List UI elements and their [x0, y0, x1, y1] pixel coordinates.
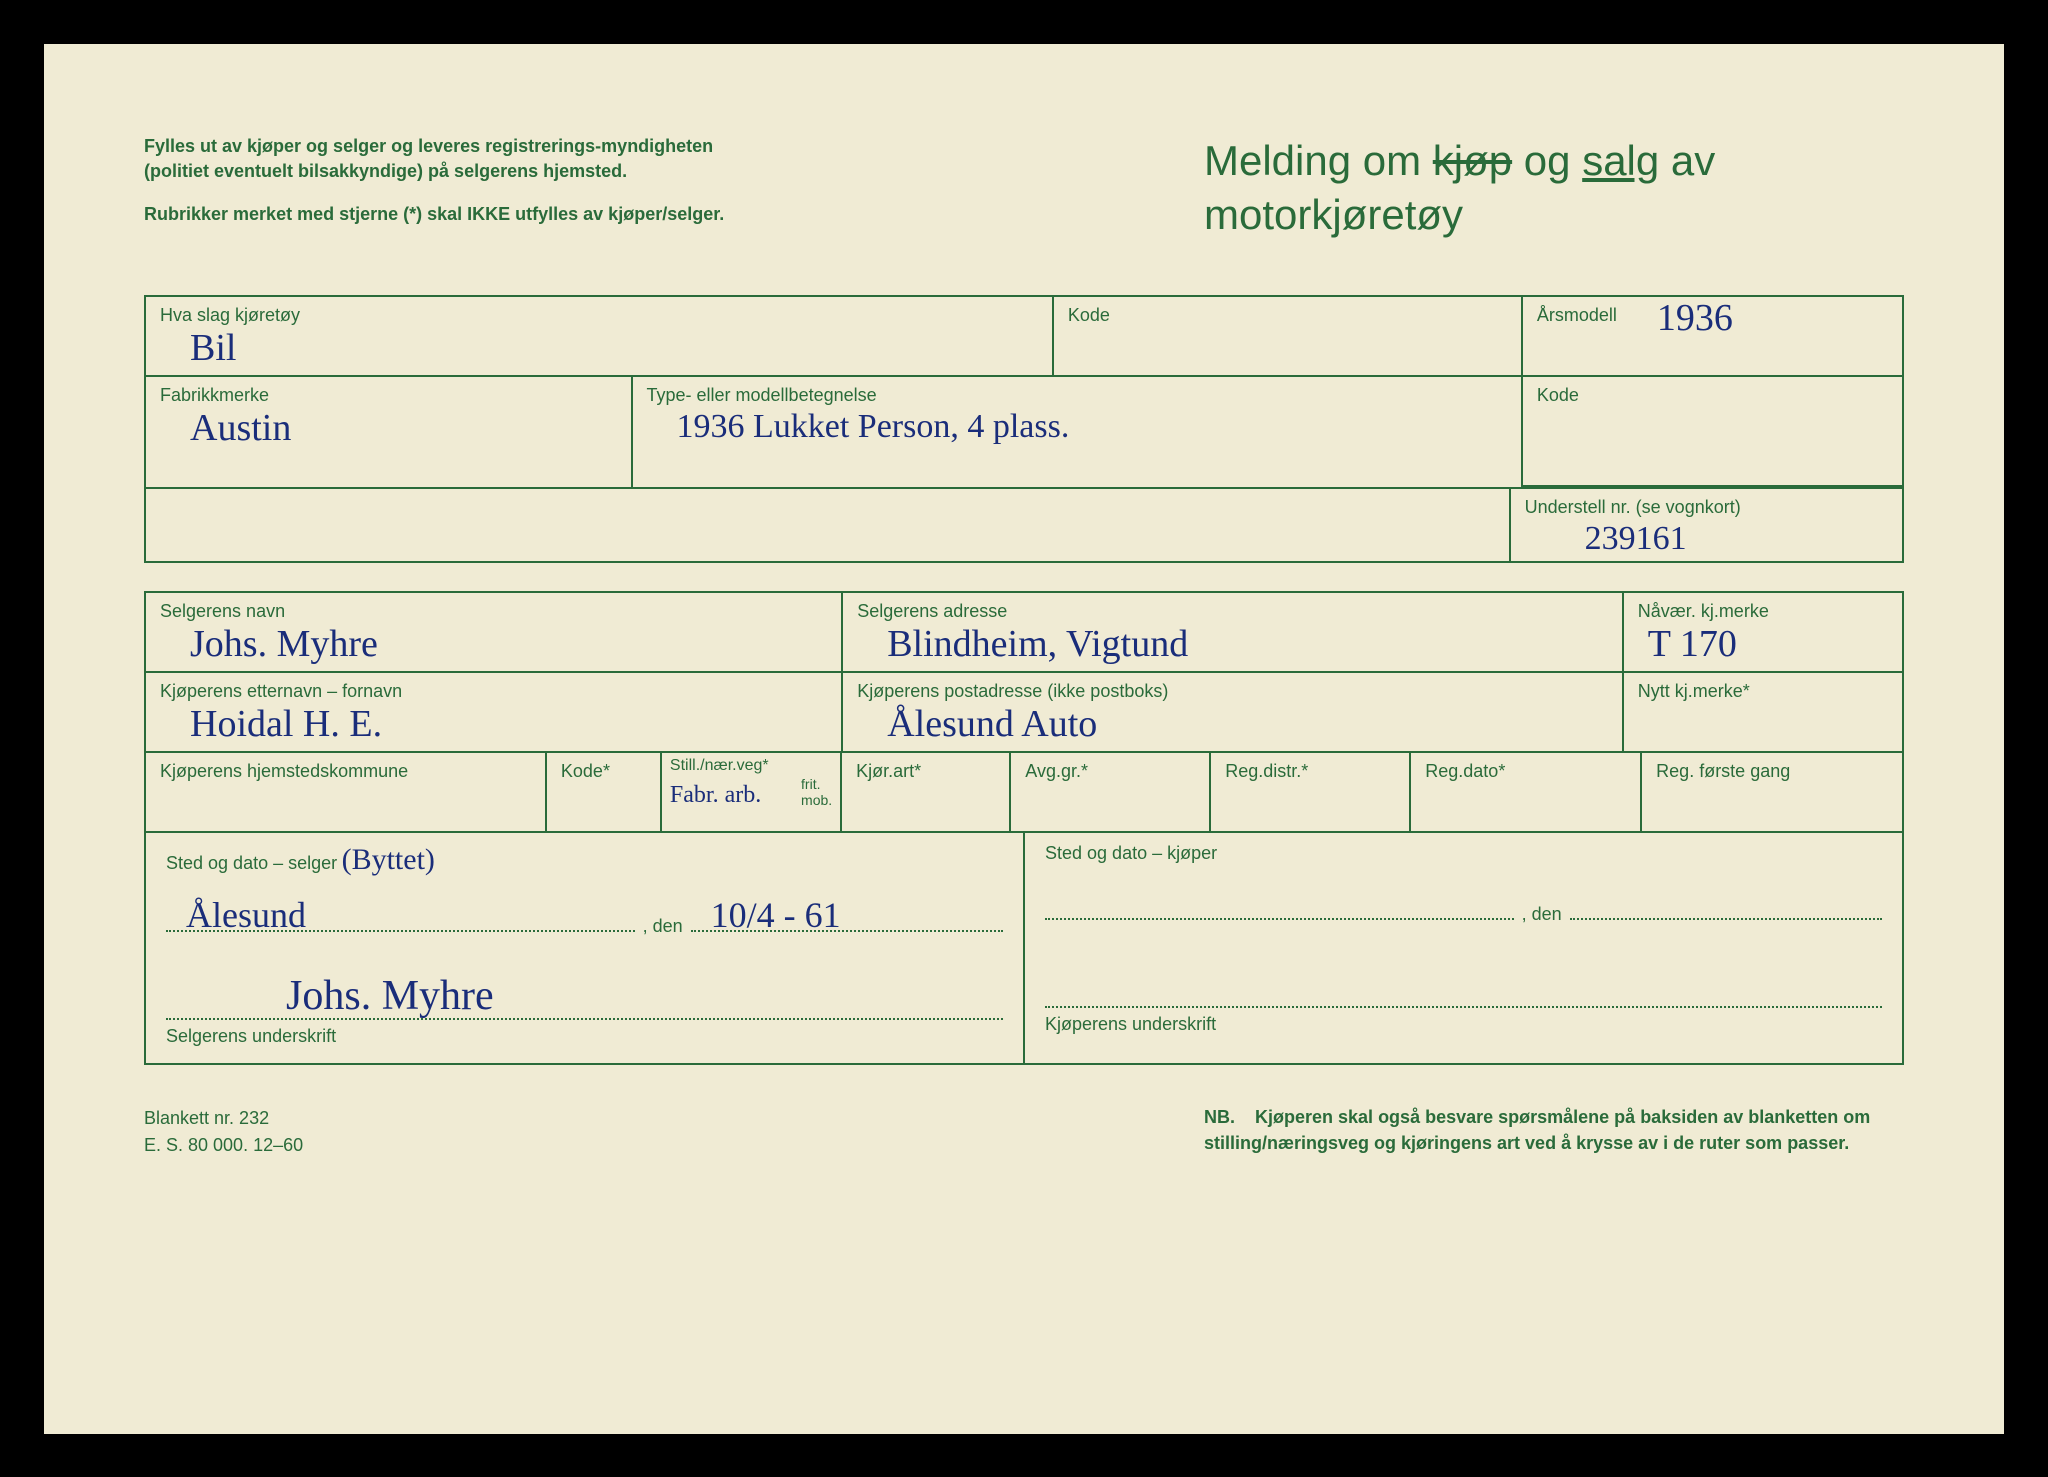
label-sted-selger: Sted og dato – selger: [166, 853, 337, 873]
title-part2: og: [1512, 137, 1582, 184]
label-kode3: Kode*: [561, 761, 646, 782]
nb-label: NB.: [1204, 1107, 1235, 1127]
field-hva-slag: Hva slag kjøretøy Bil: [146, 297, 1054, 375]
field-selger-navn: Selgerens navn Johs. Myhre: [146, 593, 843, 671]
section-parties: Selgerens navn Johs. Myhre Selgerens adr…: [144, 591, 1904, 1065]
line-dato-kjoper: [1570, 892, 1882, 920]
field-reg-dato: Reg.dato*: [1411, 753, 1642, 831]
nb-text: Kjøperen skal også besvare spørsmålene p…: [1204, 1107, 1870, 1152]
title-part1: Melding om: [1204, 137, 1433, 184]
line-sted-kjoper: [1045, 892, 1514, 920]
title-underline: salg: [1582, 137, 1659, 184]
field-reg-distr: Reg.distr.*: [1211, 753, 1411, 831]
label-kjor-art: Kjør.art*: [856, 761, 995, 782]
label-underskrift-selger: Selgerens underskrift: [166, 1026, 1003, 1047]
value-navar-merke: T 170: [1638, 624, 1888, 666]
label-kode2: Kode: [1537, 385, 1888, 406]
value-selger-adresse: Blindheim, Vigtund: [857, 624, 1608, 666]
label-type-modell: Type- eller modellbetegnelse: [647, 385, 1507, 406]
label-hva-slag: Hva slag kjøretøy: [160, 305, 1038, 326]
label-den-kjoper: , den: [1514, 904, 1570, 925]
sig-selger-block: Sted og dato – selger (Byttet) Ålesund ,…: [146, 833, 1025, 1063]
field-kode1: Kode: [1054, 297, 1523, 375]
instruction-p2: Rubrikker merket med stjerne (*) skal IK…: [144, 202, 764, 227]
line-underskrift-selger: Johs. Myhre: [166, 992, 1003, 1020]
label-selger-navn: Selgerens navn: [160, 601, 827, 622]
label-selger-adresse: Selgerens adresse: [857, 601, 1608, 622]
value-type-modell: 1936 Lukket Person, 4 plass.: [647, 408, 1507, 445]
value-kjoper-post: Ålesund Auto: [857, 704, 1608, 746]
field-fabrikkmerke: Fabrikkmerke Austin: [146, 377, 633, 487]
footer-right: NB. Kjøperen skal også besvare spørsmåle…: [1204, 1105, 1904, 1159]
field-hjemsted: Kjøperens hjemstedskommune: [146, 753, 547, 831]
field-reg-forste: Reg. første gang: [1642, 753, 1902, 831]
es-code: E. S. 80 000. 12–60: [144, 1132, 303, 1159]
blankett-nr: Blankett nr. 232: [144, 1105, 303, 1132]
section-vehicle: Hva slag kjøretøy Bil Kode Årsmodell 193…: [144, 295, 1904, 563]
field-nytt-merke: Nytt kj.merke*: [1624, 673, 1902, 751]
field-kjor-art: Kjør.art*: [842, 753, 1011, 831]
label-hjemsted: Kjøperens hjemstedskommune: [160, 761, 531, 782]
label-avg-gr: Avg.gr.*: [1025, 761, 1195, 782]
value-kjoper-navn: Hoidal H. E.: [160, 704, 827, 746]
instruction-p1: Fylles ut av kjøper og selger og leveres…: [144, 134, 764, 184]
line-underskrift-kjoper: [1045, 980, 1882, 1008]
label-kode1: Kode: [1068, 305, 1507, 326]
field-understell: Understell nr. (se vognkort) 239161: [1509, 489, 1902, 561]
value-understell: 239161: [1525, 520, 1888, 557]
field-kjoper-post: Kjøperens postadresse (ikke postboks) Ål…: [843, 673, 1624, 751]
label-navar-merke: Nåvær. kj.merke: [1638, 601, 1888, 622]
label-sted-kjoper: Sted og dato – kjøper: [1045, 843, 1882, 864]
label-kjoper-post: Kjøperens postadresse (ikke postboks): [857, 681, 1608, 702]
still-veg-sublabels: frit. mob.: [801, 777, 832, 808]
instructions: Fylles ut av kjøper og selger og leveres…: [144, 134, 764, 246]
form-document: Fylles ut av kjøper og selger og leveres…: [44, 44, 2004, 1434]
label-kjoper-navn: Kjøperens etternavn – fornavn: [160, 681, 827, 702]
header: Fylles ut av kjøper og selger og leveres…: [144, 134, 1904, 246]
label-fabrikkmerke: Fabrikkmerke: [160, 385, 617, 406]
field-avg-gr: Avg.gr.*: [1011, 753, 1211, 831]
field-kode2: Kode: [1523, 377, 1902, 487]
field-kjoper-navn: Kjøperens etternavn – fornavn Hoidal H. …: [146, 673, 843, 751]
value-underskrift-selger: Johs. Myhre: [286, 972, 494, 1020]
value-sted-selger: Ålesund: [186, 894, 306, 936]
field-kode3: Kode*: [547, 753, 662, 831]
label-reg-distr: Reg.distr.*: [1225, 761, 1395, 782]
sig-kjoper-block: Sted og dato – kjøper , den Kjøperens un…: [1025, 833, 1902, 1063]
label-underskrift-kjoper: Kjøperens underskrift: [1045, 1014, 1882, 1035]
field-selger-adresse: Selgerens adresse Blindheim, Vigtund: [843, 593, 1624, 671]
label-reg-dato: Reg.dato*: [1425, 761, 1626, 782]
label-den-selger: , den: [635, 916, 691, 937]
line-dato-selger: 10/4 - 61: [691, 904, 1003, 932]
value-dato-selger: 10/4 - 61: [711, 894, 841, 936]
value-still-veg: Fabr. arb.: [670, 782, 761, 808]
form-title: Melding om kjøp og salg av motorkjøretøy: [1204, 134, 1904, 246]
field-arsmodell: Årsmodell 1936: [1523, 297, 1902, 375]
label-understell: Understell nr. (se vognkort): [1525, 497, 1888, 518]
value-hva-slag: Bil: [160, 328, 1038, 370]
field-still-veg: Still./nær.veg* Fabr. arb. frit. mob.: [662, 753, 842, 831]
line-sted-selger: Ålesund: [166, 904, 635, 932]
value-fabrikkmerke: Austin: [160, 408, 617, 450]
field-navar-merke: Nåvær. kj.merke T 170: [1624, 593, 1902, 671]
annotation-byttet: (Byttet): [342, 843, 435, 876]
field-type-modell: Type- eller modellbetegnelse 1936 Lukket…: [633, 377, 1523, 487]
footer: Blankett nr. 232 E. S. 80 000. 12–60 NB.…: [144, 1105, 1904, 1159]
label-reg-forste: Reg. første gang: [1656, 761, 1888, 782]
label-nytt-merke: Nytt kj.merke*: [1638, 681, 1888, 702]
value-selger-navn: Johs. Myhre: [160, 624, 827, 666]
title-strike: kjøp: [1433, 137, 1512, 184]
label-still-veg: Still./nær.veg*: [670, 757, 832, 775]
footer-left: Blankett nr. 232 E. S. 80 000. 12–60: [144, 1105, 303, 1159]
